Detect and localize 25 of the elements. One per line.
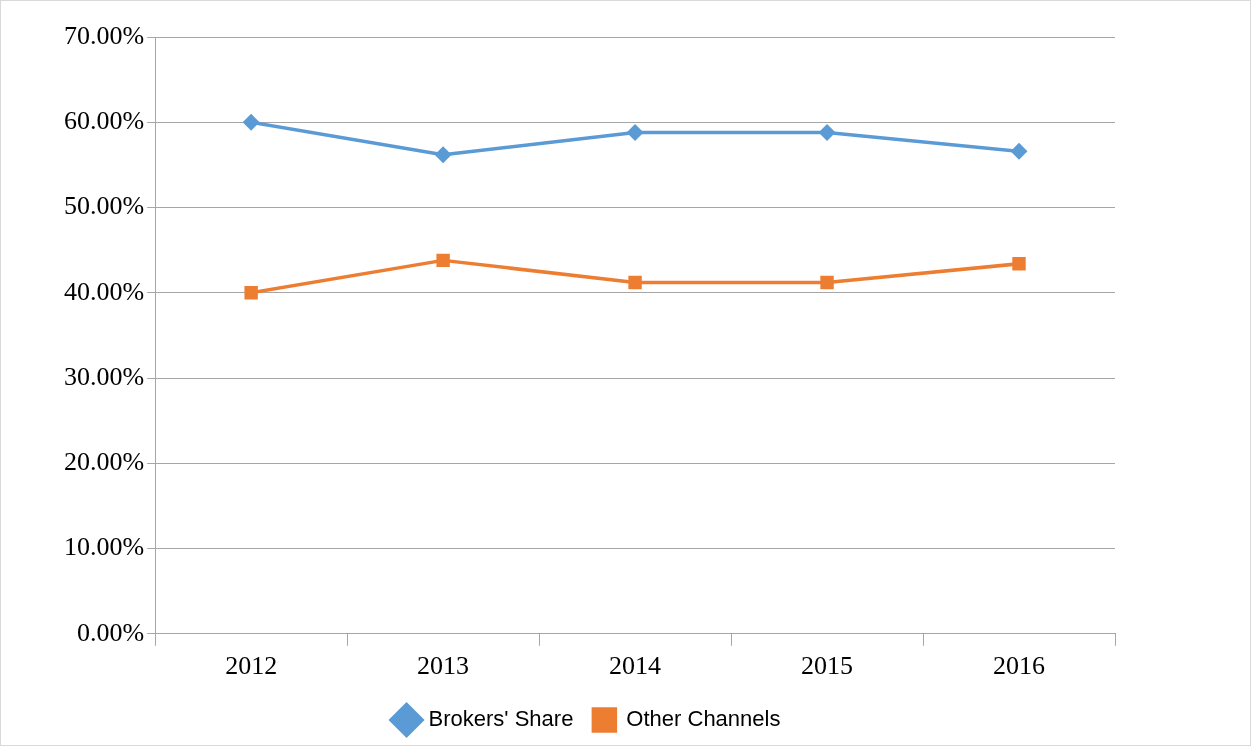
y-tick-label: 30.00% — [63, 361, 145, 391]
x-tick-label: 2015 — [801, 651, 854, 681]
y-tick-label: 0.00% — [76, 617, 145, 647]
x-tick-label: 2013 — [417, 651, 470, 681]
point — [1012, 257, 1026, 271]
point — [435, 146, 451, 163]
x-tick-label: 2014 — [609, 651, 662, 681]
point — [819, 124, 835, 141]
point — [628, 275, 642, 290]
point — [436, 253, 450, 268]
point — [244, 286, 258, 300]
legend-label: Other Channels — [626, 706, 781, 732]
y-tick-label: 50.00% — [63, 191, 145, 221]
point — [820, 275, 834, 290]
y-tick-label: 20.00% — [63, 447, 145, 477]
legend-label: Brokers' Share — [428, 706, 574, 732]
y-tick-label: 40.00% — [63, 276, 145, 306]
y-tick-label: 60.00% — [63, 106, 145, 136]
x-tick-label: 2012 — [225, 651, 278, 681]
point — [627, 124, 643, 141]
point — [243, 114, 259, 131]
y-tick-label: 70.00% — [63, 20, 145, 50]
x-tick-label: 2016 — [993, 651, 1046, 681]
point — [1011, 143, 1027, 159]
y-tick-label: 10.00% — [63, 532, 145, 562]
